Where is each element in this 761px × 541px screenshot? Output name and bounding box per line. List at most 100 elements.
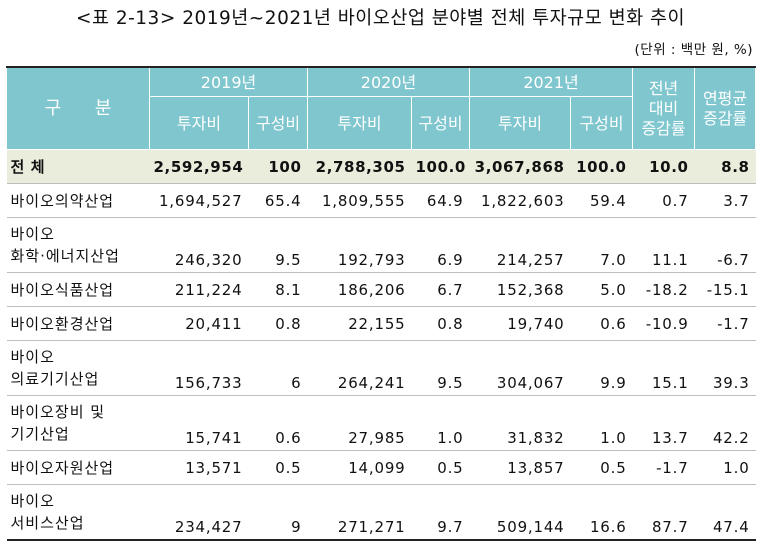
row-label: 바이오의약산업: [6, 183, 150, 218]
header-share-2021: 구성비: [570, 96, 634, 150]
cell-yoy: 11.1: [632, 217, 695, 273]
row-label: 바이오자원산업: [6, 450, 150, 485]
cell-share-2019: 65.4: [248, 183, 308, 218]
header-yoy-line2: 대비: [648, 98, 679, 118]
cell-invest-2021: 31,832: [469, 395, 571, 451]
header-cagr-line2: 증감률: [702, 108, 748, 128]
cell-invest-2021: 19,740: [469, 306, 571, 341]
cell-yoy: 87.7: [632, 484, 695, 541]
cell-share-2020: 9.7: [411, 484, 470, 541]
header-gubun: 구 분: [6, 66, 150, 150]
cell-share-2020: 100.0: [411, 149, 470, 184]
cell-share-2021: 1.0: [570, 395, 633, 451]
row-label-line2: 의료기기산업: [10, 370, 100, 388]
cell-cagr: -1.7: [694, 306, 756, 341]
cell-invest-2021: 509,144: [469, 484, 571, 541]
cell-invest-2019: 211,224: [149, 272, 249, 307]
cell-share-2020: 9.5: [411, 340, 470, 396]
cell-invest-2021: 13,857: [469, 450, 571, 485]
cell-cagr: 3.7: [694, 183, 756, 218]
row-label-line1: 바이오: [10, 348, 55, 366]
cell-invest-2019: 2,592,954: [149, 149, 249, 184]
table-row-total: 전 체 2,592,954 100 2,788,305 100.0 3,067,…: [6, 149, 756, 184]
cell-cagr: -6.7: [694, 217, 756, 273]
cell-invest-2020: 186,206: [307, 272, 412, 307]
cell-yoy: -18.2: [632, 272, 695, 307]
cell-share-2020: 6.9: [411, 217, 470, 273]
cell-invest-2020: 2,788,305: [307, 149, 412, 184]
header-year-2021: 2021년: [469, 66, 634, 97]
cell-share-2020: 6.7: [411, 272, 470, 307]
row-label-line1: 바이오: [10, 492, 55, 510]
cell-share-2021: 100.0: [570, 149, 633, 184]
header-invest-2020: 투자비: [307, 96, 413, 150]
header-year-2020: 2020년: [307, 66, 471, 97]
cell-invest-2019: 1,694,527: [149, 183, 249, 218]
cell-cagr: 47.4: [694, 484, 756, 541]
cell-invest-2019: 156,733: [149, 340, 249, 396]
cell-invest-2021: 1,822,603: [469, 183, 571, 218]
table-header: 구 분 2019년 2020년 2021년 전년 대비 증감률 연평균 증감률 …: [6, 66, 757, 150]
table-row: 바이오자원산업 13,571 0.5 14,099 0.5 13,857 0.5…: [6, 450, 756, 485]
cell-share-2021: 0.5: [570, 450, 633, 485]
cell-invest-2019: 20,411: [149, 306, 249, 341]
cell-invest-2020: 14,099: [307, 450, 412, 485]
row-label: 전 체: [6, 149, 150, 184]
cell-cagr: 39.3: [694, 340, 756, 396]
table-row: 바이오의약산업 1,694,527 65.4 1,809,555 64.9 1,…: [6, 183, 756, 218]
header-invest-2021: 투자비: [469, 96, 572, 150]
row-label-line2: 기기산업: [10, 425, 70, 443]
header-invest-2019: 투자비: [149, 96, 249, 150]
cell-yoy: 15.1: [632, 340, 695, 396]
cell-invest-2021: 3,067,868: [469, 149, 571, 184]
cell-invest-2021: 304,067: [469, 340, 571, 396]
cell-yoy: 0.7: [632, 183, 695, 218]
row-label: 바이오 서비스산업: [6, 484, 150, 541]
table-row: 바이오 서비스산업 234,427 9 271,271 9.7 509,144 …: [6, 484, 756, 541]
cell-share-2019: 0.8: [248, 306, 308, 341]
cell-invest-2019: 15,741: [149, 395, 249, 451]
table-row: 바이오식품산업 211,224 8.1 186,206 6.7 152,368 …: [6, 272, 756, 307]
cell-share-2019: 9.5: [248, 217, 308, 273]
header-yoy-line3: 증감률: [641, 118, 686, 138]
row-label: 바이오환경산업: [6, 306, 150, 341]
cell-share-2020: 0.8: [411, 306, 470, 341]
cell-share-2019: 0.6: [248, 395, 308, 451]
cell-share-2019: 9: [248, 484, 308, 541]
cell-cagr: 8.8: [694, 149, 756, 184]
cell-share-2019: 8.1: [248, 272, 308, 307]
table-row: 바이오 의료기기산업 156,733 6 264,241 9.5 304,067…: [6, 340, 756, 396]
cell-cagr: 1.0: [694, 450, 756, 485]
cell-invest-2020: 264,241: [307, 340, 412, 396]
row-label-line2: 화학·에너지산업: [10, 247, 120, 265]
cell-share-2021: 5.0: [570, 272, 633, 307]
header-share-2019: 구성비: [247, 96, 309, 150]
header-yoy-line1: 전년: [648, 78, 679, 98]
cell-invest-2019: 234,427: [149, 484, 249, 541]
cell-share-2019: 100: [248, 149, 308, 184]
cell-share-2021: 59.4: [570, 183, 633, 218]
row-label: 바이오식품산업: [6, 272, 150, 307]
cell-invest-2019: 13,571: [149, 450, 249, 485]
table-row: 바이오장비 및 기기산업 15,741 0.6 27,985 1.0 31,83…: [6, 395, 756, 451]
cell-invest-2021: 214,257: [469, 217, 571, 273]
cell-invest-2020: 192,793: [307, 217, 412, 273]
row-label: 바이오 의료기기산업: [6, 340, 150, 396]
investment-table: 구 분 2019년 2020년 2021년 전년 대비 증감률 연평균 증감률 …: [6, 66, 757, 541]
cell-share-2021: 9.9: [570, 340, 633, 396]
cell-yoy: 13.7: [632, 395, 695, 451]
cell-share-2020: 0.5: [411, 450, 470, 485]
cell-share-2021: 16.6: [570, 484, 633, 541]
cell-share-2021: 0.6: [570, 306, 633, 341]
cell-invest-2020: 1,809,555: [307, 183, 412, 218]
table-row: 바이오 화학·에너지산업 246,320 9.5 192,793 6.9 214…: [6, 217, 756, 273]
cell-share-2021: 7.0: [570, 217, 633, 273]
row-label: 바이오장비 및 기기산업: [6, 395, 150, 451]
cell-yoy: 10.0: [632, 149, 695, 184]
cell-share-2019: 6: [248, 340, 308, 396]
cell-cagr: -15.1: [694, 272, 756, 307]
cell-invest-2020: 271,271: [307, 484, 412, 541]
cell-invest-2020: 27,985: [307, 395, 412, 451]
header-yoy-change: 전년 대비 증감률: [632, 66, 696, 150]
cell-invest-2019: 246,320: [149, 217, 249, 273]
